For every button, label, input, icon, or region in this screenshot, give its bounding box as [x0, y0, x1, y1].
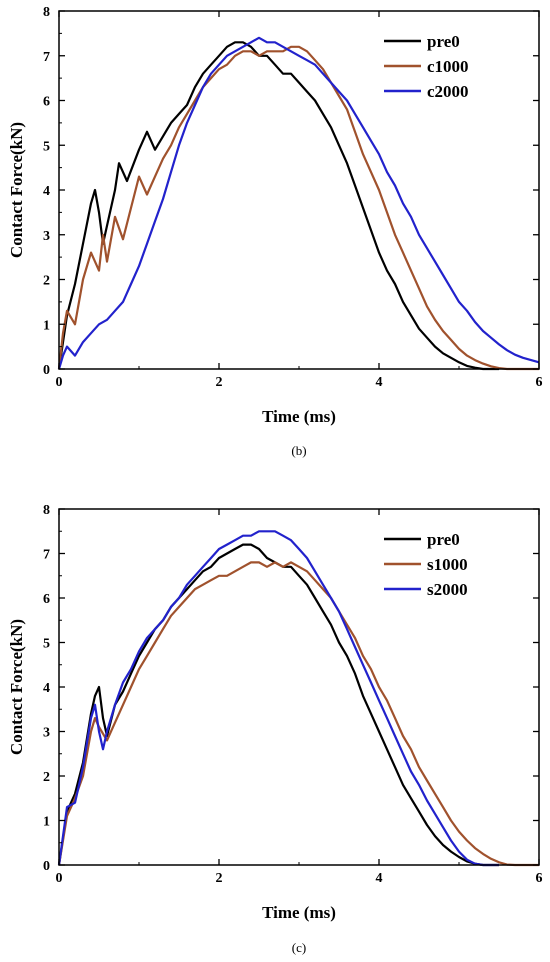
y-axis-label: Contact Force(kN): [7, 619, 26, 755]
x-axis-label: Time (ms): [262, 407, 336, 426]
y-tick-label: 3: [43, 726, 50, 741]
figure-caption: (c): [292, 940, 306, 955]
x-tick-label: 4: [376, 375, 383, 390]
y-tick-label: 0: [43, 363, 50, 378]
x-tick-label: 2: [216, 375, 223, 390]
x-tick-label: 6: [536, 375, 543, 390]
series-line-s1000: [57, 561, 539, 867]
y-tick-label: 3: [43, 229, 50, 244]
y-tick-label: 7: [43, 548, 50, 563]
y-tick-label: 4: [43, 184, 50, 199]
x-axis-label: Time (ms): [262, 903, 336, 922]
legend-label-s1000: s1000: [427, 555, 468, 574]
y-tick-label: 4: [43, 681, 50, 696]
x-tick-label: 6: [536, 871, 543, 886]
y-tick-label: 2: [43, 274, 50, 289]
y-tick-label: 1: [43, 318, 50, 333]
legend-label-pre0: pre0: [427, 530, 460, 549]
y-tick-label: 8: [43, 503, 50, 518]
series-line-c2000: [57, 36, 540, 370]
legend-label-c1000: c1000: [427, 57, 469, 76]
figure-caption: (b): [291, 443, 306, 458]
series-line-c1000: [57, 45, 539, 371]
x-tick-label: 0: [56, 375, 63, 390]
legend-label-c2000: c2000: [427, 82, 469, 101]
x-tick-label: 4: [376, 871, 383, 886]
y-tick-label: 1: [43, 815, 50, 830]
x-tick-label: 2: [216, 871, 223, 886]
y-axis-label: Contact Force(kN): [7, 122, 26, 258]
chart-panel-0: 0 2 4 6 0 1 2 3 4 5 6 7 8 Time (ms) Contact Force(kN) p…: [7, 5, 543, 458]
y-tick-label: 5: [43, 139, 50, 154]
series-line-s2000: [57, 530, 499, 867]
chart-panel-1: 0 2 4 6 0 1 2 3 4 5 6 7 8 Time (ms) Contact Force(kN) p…: [7, 503, 543, 955]
y-tick-label: 6: [43, 592, 50, 607]
y-tick-label: 6: [43, 95, 50, 110]
series-line-pre0: [57, 41, 499, 371]
y-tick-label: 2: [43, 770, 50, 785]
legend-label-s2000: s2000: [427, 580, 468, 599]
x-tick-label: 0: [56, 871, 63, 886]
y-tick-label: 0: [43, 859, 50, 874]
legend-label-pre0: pre0: [427, 32, 460, 51]
y-tick-label: 7: [43, 50, 50, 65]
y-tick-label: 5: [43, 637, 50, 652]
y-tick-label: 8: [43, 5, 50, 20]
